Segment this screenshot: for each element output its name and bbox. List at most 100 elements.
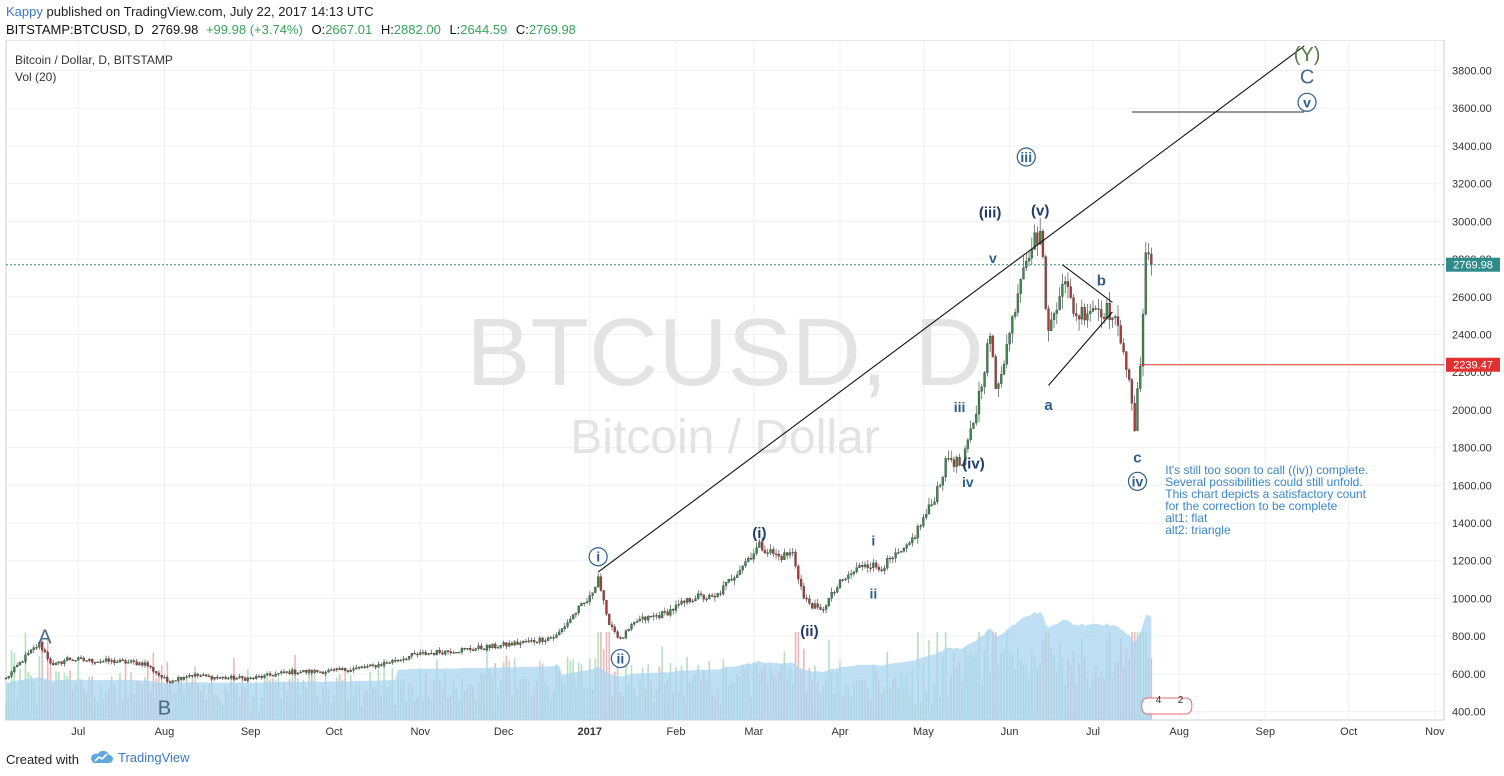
x-tick-label: Dec [494, 726, 514, 738]
candle-body [441, 652, 444, 655]
candle-body [1136, 388, 1139, 431]
candle-body [774, 553, 778, 555]
candle-body [947, 458, 950, 460]
wave-label: (iii) [979, 205, 1002, 222]
candle-body [15, 665, 19, 668]
candle-body [291, 669, 294, 675]
x-tick-label: Oct [325, 726, 342, 738]
price-tag-label: 2769.98 [1453, 260, 1493, 272]
candle-body [555, 634, 558, 638]
candle-body [672, 609, 675, 611]
tradingview-brand[interactable]: TradingView [88, 750, 190, 765]
candle-body [1008, 333, 1011, 345]
candle-body [18, 662, 22, 666]
candle-body [1100, 309, 1103, 318]
footer: Created with TradingView [0, 744, 1504, 776]
candle-body [927, 504, 931, 515]
candle-body [552, 637, 555, 639]
candle-body [91, 658, 94, 663]
candle-body [983, 372, 986, 388]
author-link[interactable]: Kappy [6, 4, 43, 19]
wave-label-circle [1016, 147, 1036, 167]
candle-body [713, 595, 717, 598]
candle-body [79, 657, 83, 659]
candle-body [1019, 278, 1022, 294]
candle-body [380, 664, 383, 666]
candle-body [13, 666, 16, 672]
y-tick-label: 2000.00 [1452, 405, 1492, 417]
candle-body [419, 652, 422, 655]
candle-body [466, 647, 469, 650]
candle-body [560, 628, 564, 633]
candle-body [588, 595, 591, 602]
candle-body [268, 673, 272, 676]
candle-body [858, 565, 861, 568]
candle-body [724, 582, 728, 586]
candle-body [1002, 364, 1006, 375]
candle-body [510, 642, 514, 646]
candle-body [535, 641, 539, 644]
candle-body [966, 439, 970, 449]
candle-body [802, 586, 806, 599]
candle-body [483, 648, 486, 651]
candle-body [1111, 317, 1114, 320]
x-tick-label: Nov [1425, 726, 1445, 738]
candle-body [925, 514, 928, 518]
candle-body [191, 675, 194, 677]
candle-body [1105, 303, 1109, 319]
candle-body [852, 571, 856, 575]
candle-body [624, 630, 628, 639]
candle-body [321, 671, 325, 674]
candle-body [344, 668, 347, 671]
candle-body [207, 675, 211, 678]
volume-bar [24, 632, 27, 720]
wave-label: (iv) [962, 455, 985, 472]
candle-body [96, 661, 99, 664]
candle-body [1091, 308, 1095, 312]
chart-header: Kappy published on TradingView.com, July… [0, 0, 1504, 40]
candle-body [1080, 307, 1084, 320]
candle-body [1013, 312, 1017, 317]
candle-body [277, 672, 280, 675]
candle-body [121, 659, 124, 662]
candle-body [235, 677, 238, 680]
wave-label: c [1133, 450, 1141, 467]
volume-bar [1150, 658, 1153, 720]
candle-body [241, 676, 244, 679]
candle-body [997, 383, 1000, 389]
candle-body [141, 662, 144, 666]
price-chart[interactable]: 400.00 600.00 800.00 1000.00 1200.00 1400.00 1… [0, 40, 1504, 744]
candle-body [288, 671, 291, 675]
candle-body [488, 645, 491, 649]
candle-body [866, 564, 869, 568]
candle-body [243, 677, 247, 681]
wave-label: v [1303, 94, 1311, 110]
candle-body [154, 671, 158, 674]
candle-body [683, 600, 686, 603]
candle-body [1119, 325, 1122, 344]
candle-body [813, 603, 817, 609]
candle-body [691, 600, 694, 603]
candle-body [435, 650, 439, 655]
candle-body [388, 662, 391, 664]
candle-body [10, 671, 13, 677]
candle-body [252, 677, 255, 680]
wave-label: v [989, 250, 997, 266]
candle-body [658, 615, 661, 619]
candle-body [29, 649, 33, 654]
candle-body [580, 603, 583, 607]
watermark-symbol: BTCUSD, D [466, 299, 983, 406]
candle-body [469, 647, 472, 650]
candle-body [833, 592, 836, 594]
candle-body [900, 550, 903, 553]
candle-body [185, 676, 188, 678]
candle-body [382, 662, 386, 666]
candle-body [255, 676, 258, 679]
price-axis-bg [1444, 40, 1504, 744]
candle-body [930, 504, 933, 506]
candle-body [605, 600, 608, 615]
low-label: L: [449, 22, 461, 37]
candle-body [4, 677, 8, 680]
published-text: published on TradingView.com, July 22, 2… [46, 4, 374, 19]
candle-body [330, 669, 333, 671]
